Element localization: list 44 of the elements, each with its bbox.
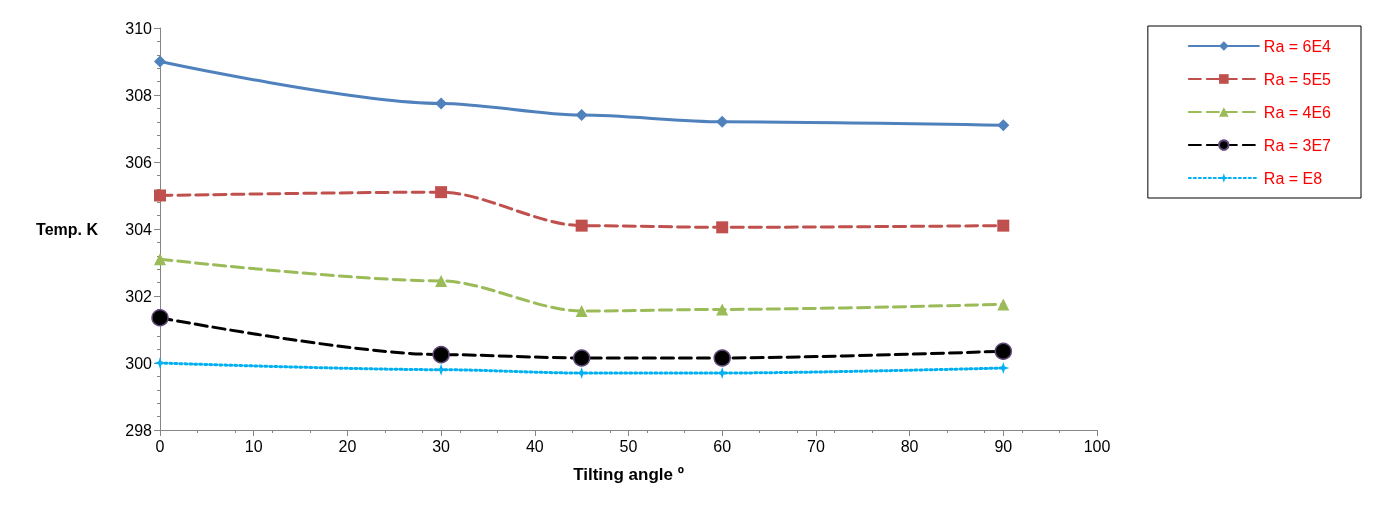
point	[997, 219, 1010, 232]
x-tick-label: 10	[244, 437, 263, 455]
y-tick-label: 310	[125, 19, 153, 37]
legend-label: Ra = 6E4	[1263, 37, 1332, 55]
x-tick-label: 30	[432, 437, 451, 455]
x-axis-title: Tilting angle º	[573, 465, 684, 484]
y-tick-label: 304	[125, 220, 153, 238]
point	[154, 189, 166, 202]
x-tick-label: 0	[155, 437, 165, 455]
x-tick-label: 80	[900, 437, 919, 455]
point	[435, 186, 448, 199]
x-tick-label: 60	[713, 437, 732, 455]
point	[716, 303, 729, 316]
y-axis-title: Temp. K	[36, 220, 99, 238]
legend-label: Ra = 5E5	[1263, 70, 1332, 88]
x-tick-label: 100	[1083, 437, 1111, 455]
y-tick-label: 300	[125, 354, 153, 372]
y-tick-label: 302	[125, 287, 153, 305]
point	[997, 119, 1010, 132]
y-tick-label: 298	[125, 421, 153, 439]
point	[997, 298, 1010, 311]
point	[572, 349, 591, 367]
x-tick-label: 40	[525, 437, 544, 455]
point	[151, 309, 169, 327]
point	[435, 274, 448, 287]
legend-label: Ra = 3E7	[1263, 136, 1332, 154]
point	[432, 345, 450, 364]
point	[994, 342, 1013, 361]
legend-label: Ra = 4E6	[1263, 103, 1332, 121]
point	[154, 253, 166, 266]
x-tick-label: 70	[807, 437, 825, 455]
point	[713, 349, 731, 367]
y-tick-label: 306	[125, 153, 153, 171]
legend-label: Ra = E8	[1263, 169, 1323, 187]
point	[575, 305, 588, 318]
point	[997, 362, 1010, 375]
y-tick-label: 308	[125, 86, 153, 104]
point	[575, 109, 588, 122]
point	[154, 55, 166, 68]
x-tick-label: 20	[338, 437, 357, 455]
x-tick-label: 90	[994, 437, 1013, 455]
x-tick-label: 50	[619, 437, 638, 455]
point	[716, 221, 729, 234]
point	[575, 219, 588, 232]
